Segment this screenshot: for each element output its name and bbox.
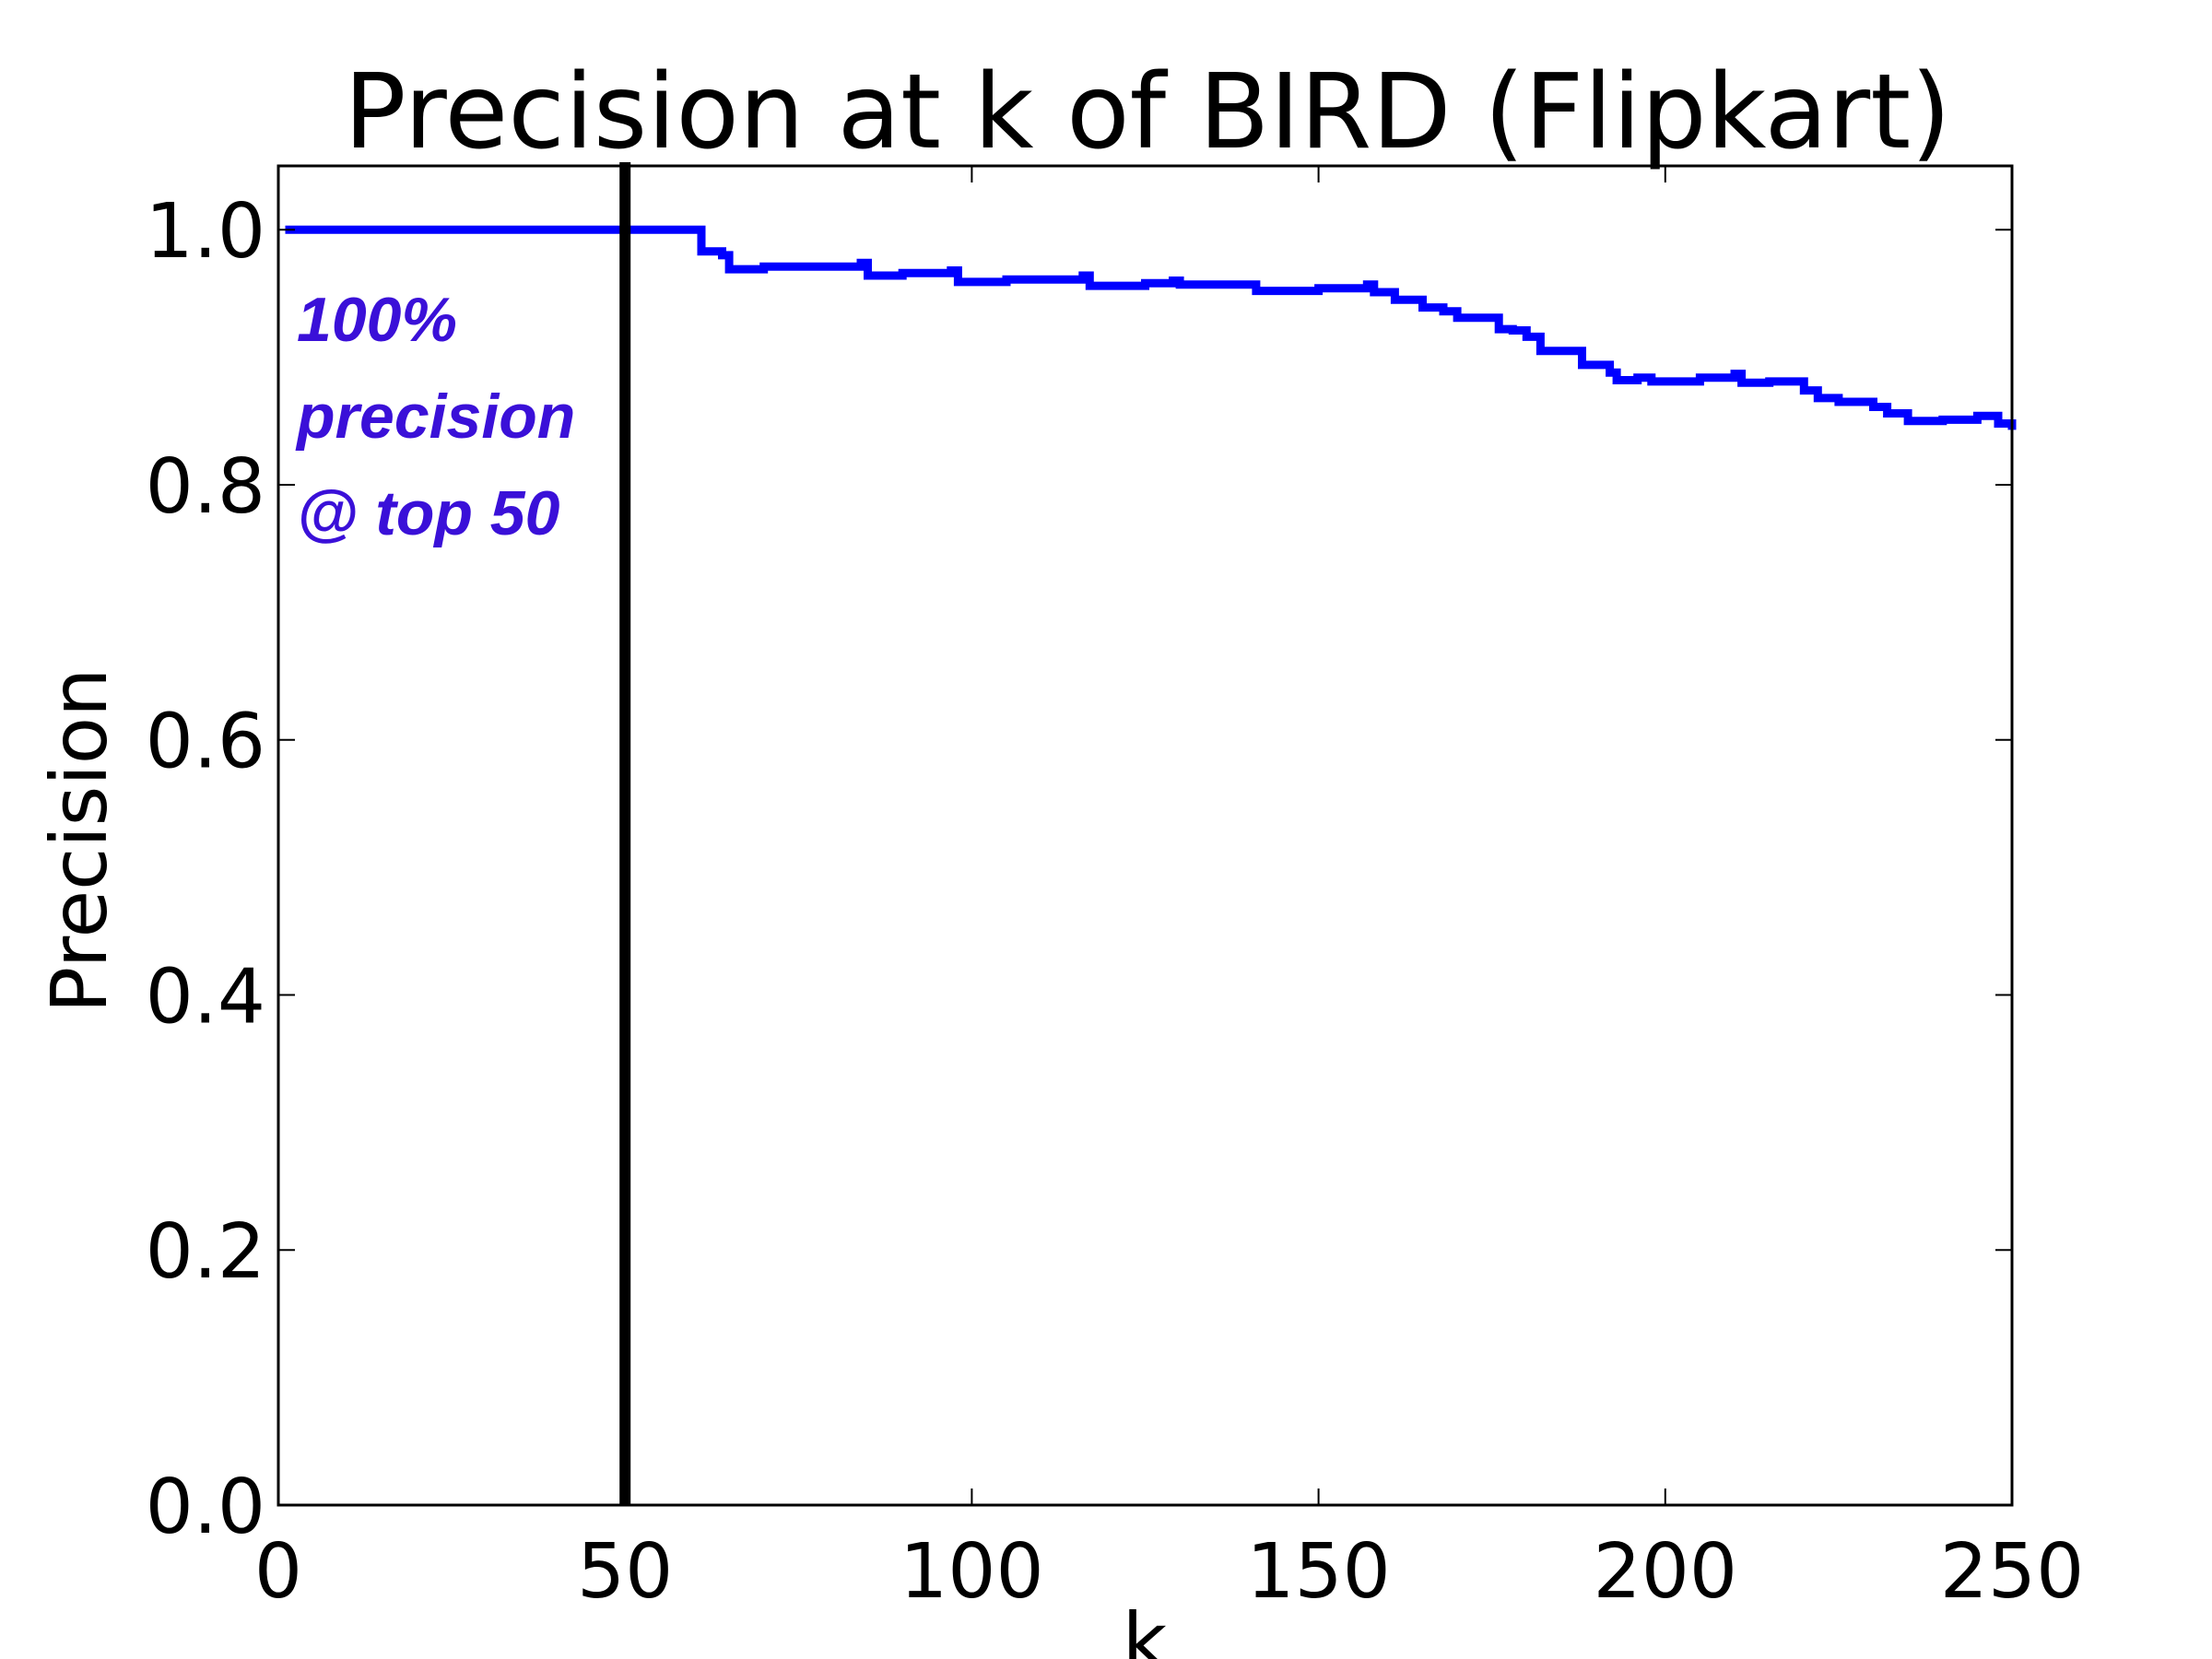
plot-area: 0 50 100 150 200 250 0.0 0.2 0.4 0.6 0.8 1.0 [146, 162, 2085, 1616]
x-tick-label: 100 [900, 1528, 1044, 1616]
annotation-line: 100% [297, 285, 457, 355]
x-tick-label: 250 [1940, 1528, 2085, 1616]
x-tick-label: 200 [1594, 1528, 1738, 1616]
annotation: 100% precision @ top 50 [295, 285, 575, 548]
x-tick-label: 50 [577, 1528, 673, 1616]
annotation-line: precision [295, 382, 575, 452]
y-tick-label: 0.0 [146, 1464, 265, 1551]
axes-frame [276, 164, 2014, 1507]
y-tick-label: 0.6 [146, 699, 265, 786]
x-tick-label: 150 [1246, 1528, 1391, 1616]
y-tick-label: 0.4 [146, 953, 265, 1041]
y-tick-label: 0.2 [146, 1208, 265, 1296]
y-tick-label: 1.0 [146, 188, 265, 276]
annotation-line: @ top 50 [297, 478, 560, 548]
chart-title: Precision at k of BIRD (Flipkart) [344, 53, 1951, 172]
x-tick-label: 0 [254, 1528, 302, 1616]
y-axis-label: Precision [34, 668, 124, 1014]
y-tick-label: 0.8 [146, 443, 265, 531]
x-axis-label: k [1123, 1596, 1168, 1659]
series-line-0 [285, 225, 2017, 430]
